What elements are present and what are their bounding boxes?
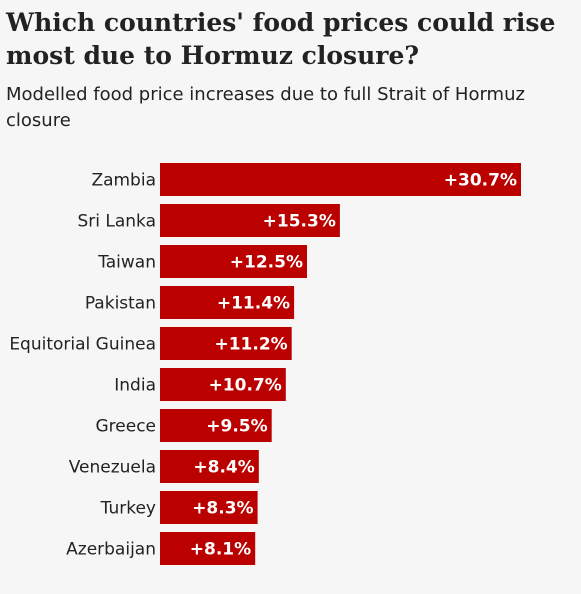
value-label: +10.7% (209, 376, 282, 396)
value-label: +8.1% (190, 540, 251, 560)
value-label: +15.3% (263, 212, 336, 232)
value-label: +11.2% (214, 335, 287, 355)
category-label: Taiwan (97, 253, 156, 273)
value-label: +9.5% (206, 417, 267, 437)
category-label: India (114, 376, 156, 396)
category-label: Azerbaijan (66, 540, 156, 560)
bar-pakistan (160, 286, 295, 319)
bar-venezuela (160, 450, 259, 483)
value-label: +12.5% (230, 253, 303, 273)
bar-zambia (160, 163, 521, 196)
value-label: +11.4% (217, 294, 290, 314)
chart-title: Which countries' food prices could rise … (6, 8, 556, 70)
chart-subtitle: Modelled food price increases due to ful… (6, 84, 525, 131)
category-label: Equitorial Guinea (9, 335, 156, 355)
category-label: Turkey (100, 499, 156, 519)
value-label: +30.7% (444, 171, 517, 191)
category-label: Greece (95, 417, 156, 437)
bar-azerbaijan (160, 532, 256, 565)
category-label: Zambia (91, 171, 156, 191)
bar-equitorial-guinea (160, 327, 292, 360)
bar-turkey (160, 491, 258, 524)
bar-sri-lanka (160, 204, 340, 237)
bar-greece (160, 409, 272, 442)
category-label: Venezuela (69, 458, 156, 478)
value-label: +8.4% (193, 458, 254, 478)
category-label: Pakistan (85, 294, 156, 314)
bar-india (160, 368, 286, 401)
category-label: Sri Lanka (77, 212, 156, 232)
bar-taiwan (160, 245, 307, 278)
value-label: +8.3% (192, 499, 253, 519)
